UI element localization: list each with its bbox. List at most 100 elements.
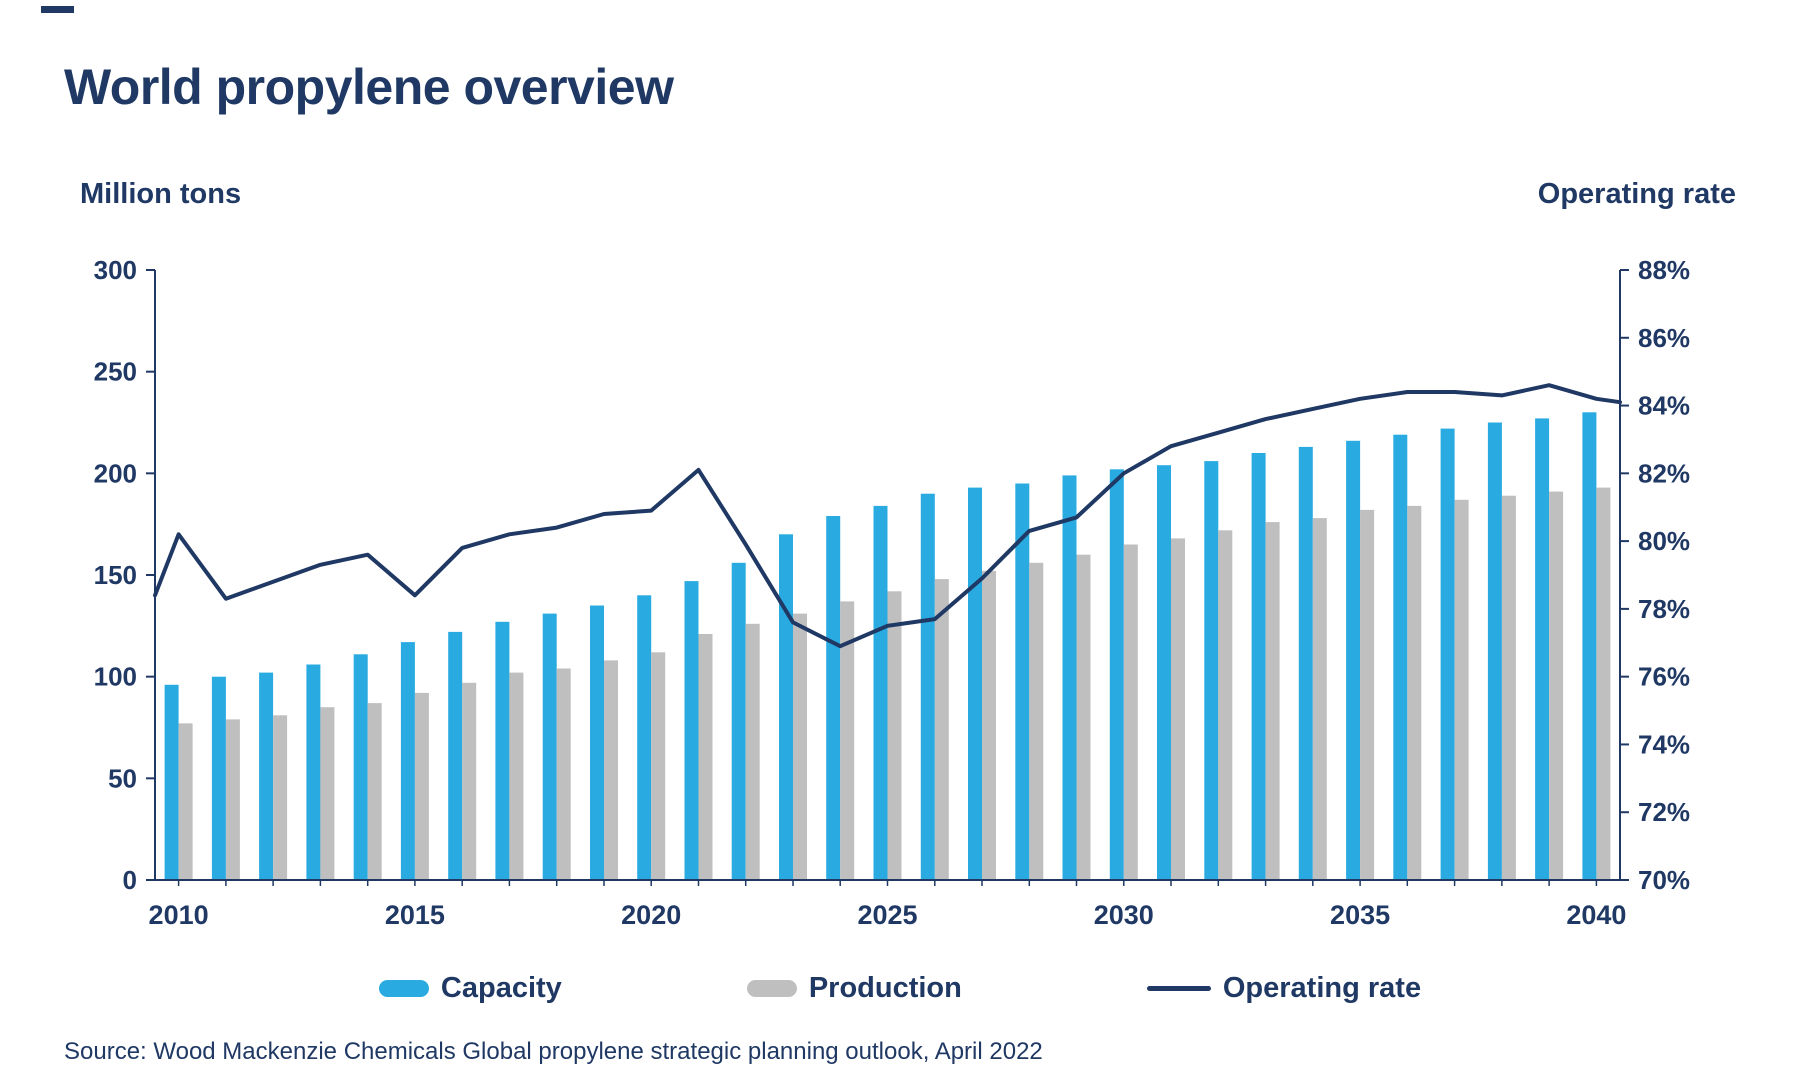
- capacity-bar-2037: [1440, 428, 1455, 880]
- capacity-bar-2030: [1109, 469, 1124, 880]
- capacity-bar-2040: [1582, 412, 1597, 880]
- capacity-bar-2024: [826, 516, 841, 880]
- left-axis-tick-label: 250: [94, 357, 137, 387]
- right-axis-tick-label: 86%: [1638, 323, 1690, 353]
- operating-rate-legend-label: Operating rate: [1222, 972, 1422, 1004]
- legend-item-production: Production: [746, 972, 962, 1005]
- source-note: Source: Wood Mackenzie Chemicals Global …: [64, 1038, 1043, 1065]
- chart-legend: Capacity Production Operating rate: [0, 972, 1800, 1005]
- x-axis-tick-label: 2040: [1566, 900, 1626, 930]
- left-axis-tick-label: 150: [94, 560, 137, 590]
- production-bar-2014: [367, 703, 382, 880]
- x-axis-tick-label: 2030: [1094, 900, 1154, 930]
- production-bar-2018: [556, 668, 571, 880]
- production-bar-2011: [225, 719, 240, 880]
- production-bar-2019: [604, 660, 618, 880]
- right-axis-tick-label: 72%: [1638, 797, 1690, 827]
- capacity-bar-2010: [164, 684, 179, 880]
- production-bar-2039: [1549, 491, 1564, 880]
- capacity-bar-2014: [353, 654, 368, 880]
- x-axis-tick-label: 2020: [621, 900, 681, 930]
- x-axis-tick-label: 2025: [857, 900, 917, 930]
- production-bar-2035: [1360, 509, 1375, 880]
- production-bar-2022: [745, 623, 760, 880]
- capacity-bar-2029: [1062, 475, 1077, 880]
- capacity-legend-label: Capacity: [440, 972, 562, 1004]
- production-bar-2038: [1501, 495, 1516, 880]
- top-accent-mark: [41, 6, 74, 13]
- production-bar-2017: [509, 672, 524, 880]
- capacity-bar-2039: [1535, 418, 1550, 880]
- production-bar-2013: [320, 707, 335, 880]
- production-legend-swatch: [746, 980, 797, 997]
- capacity-bar-2022: [731, 562, 746, 880]
- capacity-bar-2027: [968, 487, 982, 880]
- combo-chart: 0 50 100 150 200 250 300 70% 72% 74% 76% 78% 80% 82% 8…: [94, 255, 1690, 930]
- capacity-bar-2026: [920, 493, 935, 880]
- right-axis-title: Operating rate: [1537, 178, 1736, 210]
- capacity-bar-2017: [495, 621, 510, 880]
- capacity-bar-2025: [873, 505, 888, 880]
- operating-rate-legend-swatch: [1146, 986, 1211, 991]
- capacity-bar-2036: [1393, 434, 1408, 880]
- right-axis-tick-label: 78%: [1638, 594, 1690, 624]
- capacity-bar-2034: [1298, 446, 1313, 880]
- right-axis-tick-label: 88%: [1638, 255, 1690, 285]
- left-axis-tick-label: 200: [94, 458, 137, 488]
- chart-title: World propylene overview: [64, 59, 674, 115]
- production-bar-2031: [1171, 538, 1185, 880]
- production-bar-2023: [793, 613, 807, 880]
- capacity-bar-2018: [542, 613, 557, 880]
- capacity-bar-2013: [306, 664, 321, 880]
- production-bar-2026: [934, 579, 949, 880]
- legend-item-operating-rate: Operating rate: [1146, 972, 1422, 1005]
- production-bar-2016: [462, 682, 477, 880]
- production-bar-2036: [1407, 505, 1422, 880]
- production-bar-2032: [1218, 530, 1233, 880]
- capacity-bar-2031: [1157, 465, 1171, 880]
- x-axis-tick-label: 2010: [149, 900, 209, 930]
- operating-rate-line: [153, 383, 1622, 649]
- production-legend-label: Production: [808, 972, 962, 1004]
- capacity-bar-2023: [779, 534, 793, 880]
- production-bar-2030: [1123, 544, 1138, 880]
- legend-item-capacity: Capacity: [378, 972, 562, 1005]
- production-bar-2028: [1029, 562, 1044, 880]
- left-axis-title: Million tons: [80, 178, 242, 210]
- right-axis-tick-label: 70%: [1638, 865, 1690, 895]
- right-axis-tick-label: 84%: [1638, 391, 1690, 421]
- capacity-bar-2011: [211, 676, 226, 880]
- production-bar-2020: [651, 652, 666, 880]
- capacity-bar-2033: [1251, 453, 1266, 880]
- x-axis-tick-label: 2035: [1330, 900, 1390, 930]
- right-axis-tick-label: 76%: [1638, 662, 1690, 692]
- capacity-bar-2032: [1204, 461, 1219, 880]
- production-bar-2029: [1076, 554, 1091, 880]
- capacity-bar-2020: [637, 595, 652, 880]
- capacity-bar-2016: [448, 631, 463, 880]
- x-axis-tick-label: 2015: [385, 900, 445, 930]
- capacity-bar-2021: [684, 581, 699, 880]
- right-axis-tick-label: 80%: [1638, 526, 1690, 556]
- left-axis-tick-label: 300: [94, 255, 137, 285]
- capacity-bar-2028: [1015, 483, 1030, 880]
- capacity-legend-swatch: [378, 980, 429, 997]
- capacity-bar-2012: [259, 672, 274, 880]
- production-bar-2027: [982, 570, 996, 880]
- left-axis-tick-label: 0: [123, 865, 137, 895]
- right-axis-tick-label: 82%: [1638, 458, 1690, 488]
- capacity-bar-2038: [1487, 422, 1502, 880]
- left-axis-tick-label: 50: [108, 763, 137, 793]
- production-bar-2025: [887, 591, 902, 880]
- production-bar-2037: [1454, 499, 1469, 880]
- left-axis-tick-label: 100: [94, 662, 137, 692]
- production-bar-2034: [1312, 518, 1327, 880]
- production-bar-2040: [1596, 487, 1611, 880]
- production-bar-2010: [178, 723, 193, 880]
- production-bar-2015: [414, 692, 429, 880]
- capacity-bar-2019: [590, 605, 604, 880]
- production-bar-2033: [1265, 522, 1280, 880]
- capacity-bar-2035: [1346, 440, 1361, 880]
- right-axis-tick-label: 74%: [1638, 729, 1690, 759]
